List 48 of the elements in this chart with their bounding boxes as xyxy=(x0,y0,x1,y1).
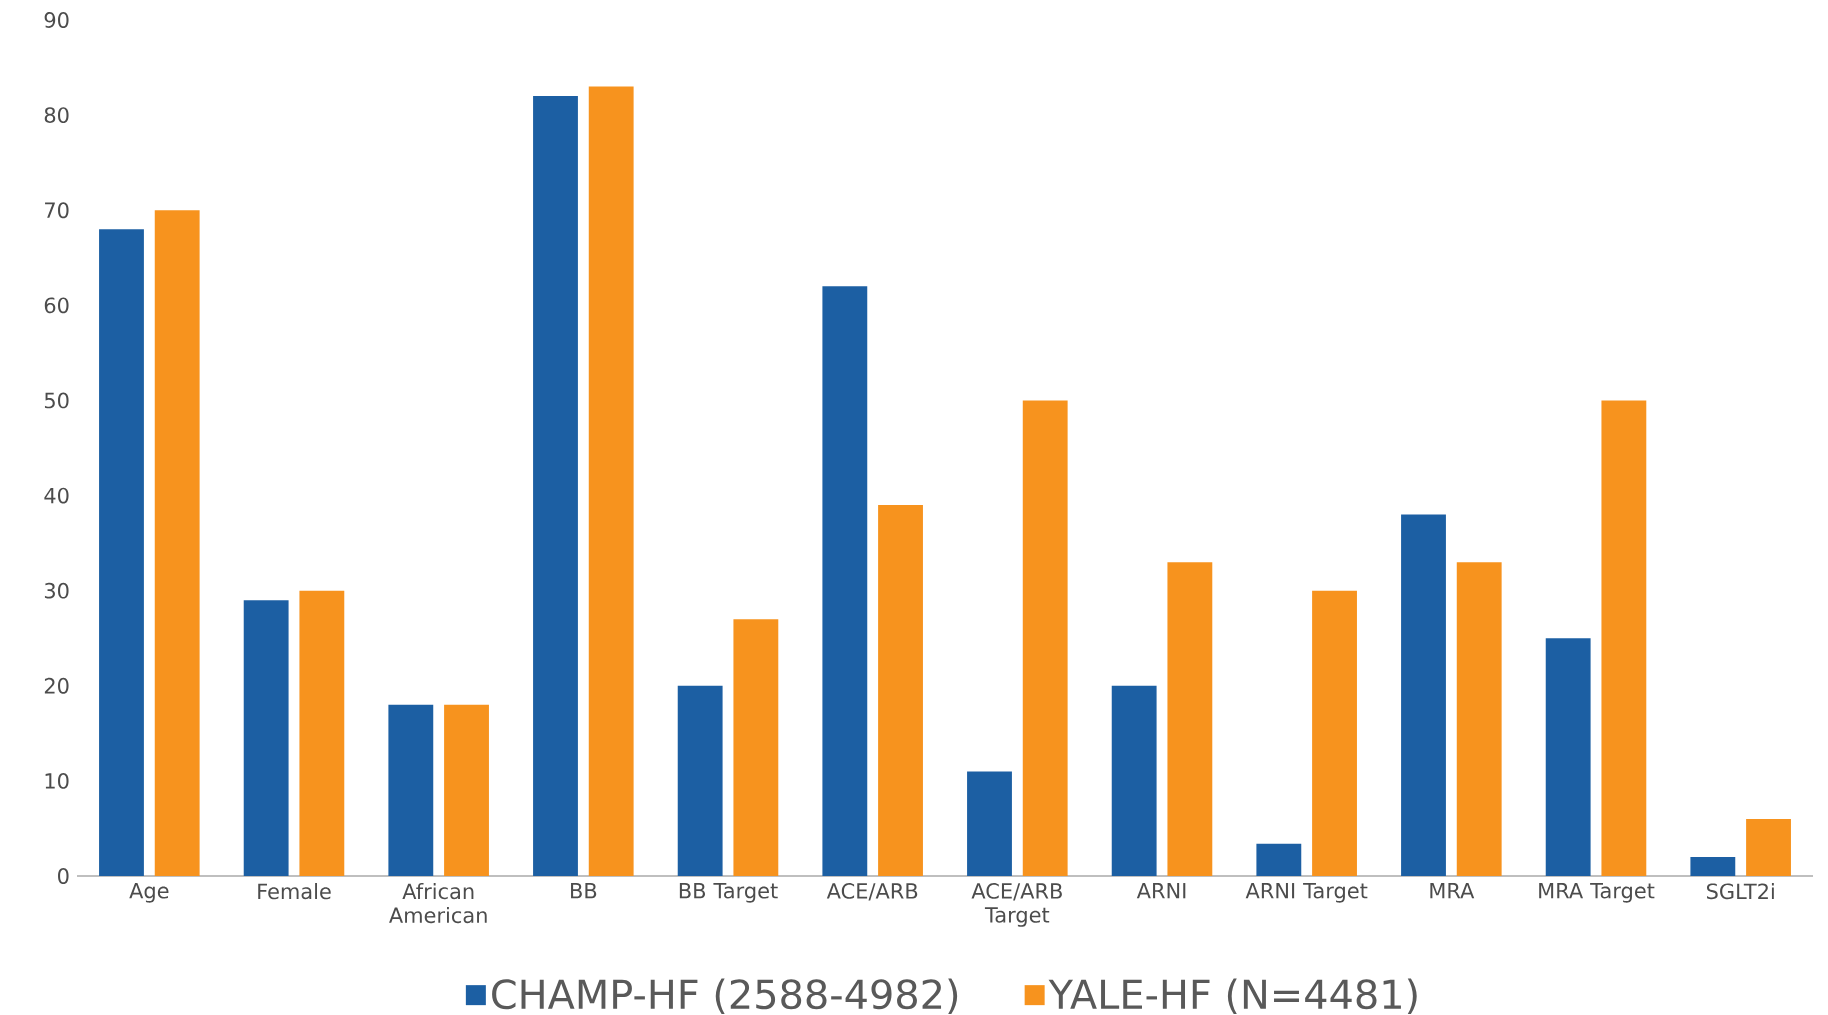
legend-label: YALE-HF (N=4481) xyxy=(1048,978,1417,1015)
bar xyxy=(1111,685,1157,876)
bar xyxy=(677,685,723,876)
x-tick-label: African American xyxy=(389,883,487,924)
bar xyxy=(388,704,434,876)
y-tick-label: 80 xyxy=(44,107,69,124)
bar xyxy=(1601,400,1647,876)
y-tick-label: 0 xyxy=(58,868,69,884)
x-tick-label: ACE/ARB xyxy=(826,883,918,901)
y-tick-label: 60 xyxy=(44,297,69,314)
x-tick-label: MRA Target xyxy=(1539,883,1655,903)
bar xyxy=(588,86,634,876)
y-tick-label: 20 xyxy=(44,677,69,694)
x-tick-label: Age xyxy=(129,883,169,903)
bar xyxy=(822,286,868,876)
bar xyxy=(533,96,578,876)
y-tick-label: 50 xyxy=(44,392,69,409)
bar xyxy=(99,229,144,876)
y-tick-label: 90 xyxy=(44,12,69,28)
x-tick-label: BB xyxy=(571,883,597,899)
x-tick-label: MRA xyxy=(1430,883,1475,899)
bar xyxy=(154,210,200,876)
bar xyxy=(1746,818,1791,876)
x-tick-label: SGLT2i xyxy=(1706,883,1774,900)
x-tick-label: ARNI xyxy=(1136,883,1186,899)
bar xyxy=(243,600,289,876)
y-tick-label: 30 xyxy=(44,582,69,599)
bar xyxy=(444,704,489,876)
bar xyxy=(733,619,779,876)
legend-label: CHAMP-HF (2588-4982) xyxy=(492,978,958,1015)
bar xyxy=(878,505,923,876)
bar xyxy=(1167,562,1213,876)
bar xyxy=(1022,400,1068,876)
bar xyxy=(1312,590,1357,876)
bar xyxy=(1456,562,1502,876)
y-tick-label: 40 xyxy=(44,487,69,504)
bar xyxy=(1256,843,1302,876)
bar xyxy=(1401,514,1446,876)
y-tick-label: 10 xyxy=(45,772,69,789)
x-tick-label: ACE/ARB Target xyxy=(971,883,1062,927)
bar xyxy=(1545,638,1591,876)
bar xyxy=(1690,856,1736,876)
x-tick-label: BB Target xyxy=(679,883,778,903)
x-tick-label: ARNI Target xyxy=(1245,883,1368,903)
bar xyxy=(299,590,345,876)
y-tick-label: 70 xyxy=(45,202,69,219)
x-tick-label: Female xyxy=(258,883,331,900)
bar xyxy=(967,771,1012,876)
